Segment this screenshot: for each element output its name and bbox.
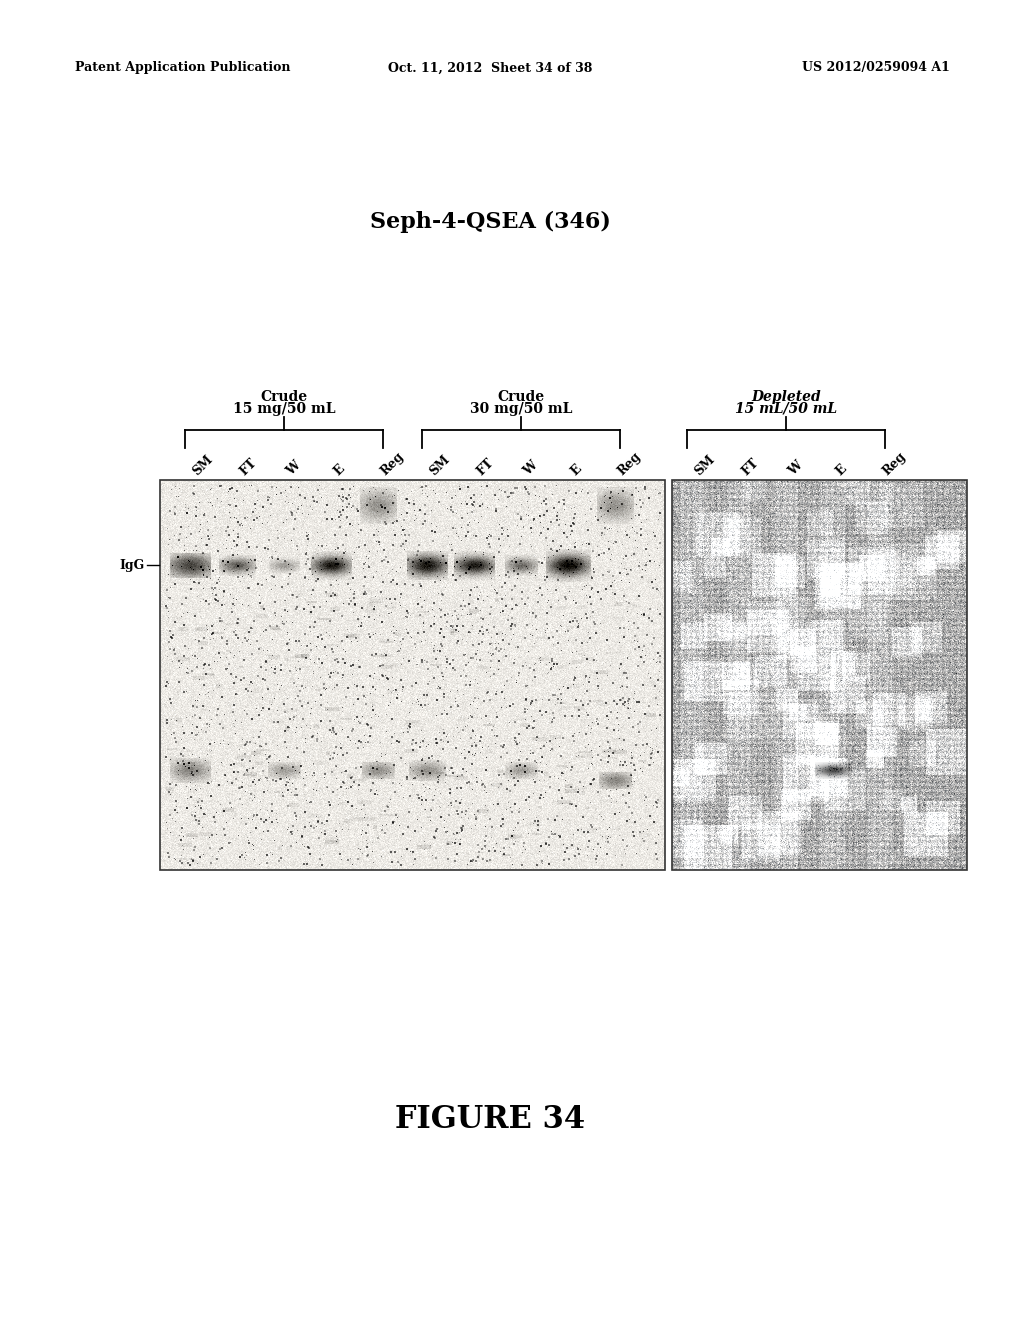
Text: SM: SM <box>692 453 718 478</box>
Text: E: E <box>331 462 347 478</box>
Text: Reg: Reg <box>378 450 407 478</box>
Text: Reg: Reg <box>880 450 908 478</box>
Text: Seph-4-QSEA (346): Seph-4-QSEA (346) <box>370 211 610 234</box>
Text: Oct. 11, 2012  Sheet 34 of 38: Oct. 11, 2012 Sheet 34 of 38 <box>388 62 592 74</box>
Text: Patent Application Publication: Patent Application Publication <box>75 62 291 74</box>
Text: Reg: Reg <box>615 450 643 478</box>
Text: E: E <box>833 462 849 478</box>
Bar <box>672 480 967 870</box>
Text: FT: FT <box>237 455 259 478</box>
Text: W: W <box>521 459 540 478</box>
Text: W: W <box>284 459 303 478</box>
Text: FT: FT <box>474 455 496 478</box>
Text: FIGURE 34: FIGURE 34 <box>395 1105 585 1135</box>
Text: Depleted: Depleted <box>752 389 821 404</box>
Text: 15 mL/50 mL: 15 mL/50 mL <box>735 403 837 416</box>
Text: SM: SM <box>190 453 215 478</box>
Text: W: W <box>786 459 805 478</box>
Text: 30 mg/50 mL: 30 mg/50 mL <box>470 403 572 416</box>
Text: E: E <box>568 462 584 478</box>
Text: US 2012/0259094 A1: US 2012/0259094 A1 <box>802 62 950 74</box>
Bar <box>160 480 665 870</box>
Text: FT: FT <box>739 455 761 478</box>
Text: Crude: Crude <box>260 389 307 404</box>
Text: 15 mg/50 mL: 15 mg/50 mL <box>232 403 335 416</box>
Text: IgG: IgG <box>120 558 145 572</box>
Text: SM: SM <box>427 453 453 478</box>
Text: Crude: Crude <box>498 389 545 404</box>
